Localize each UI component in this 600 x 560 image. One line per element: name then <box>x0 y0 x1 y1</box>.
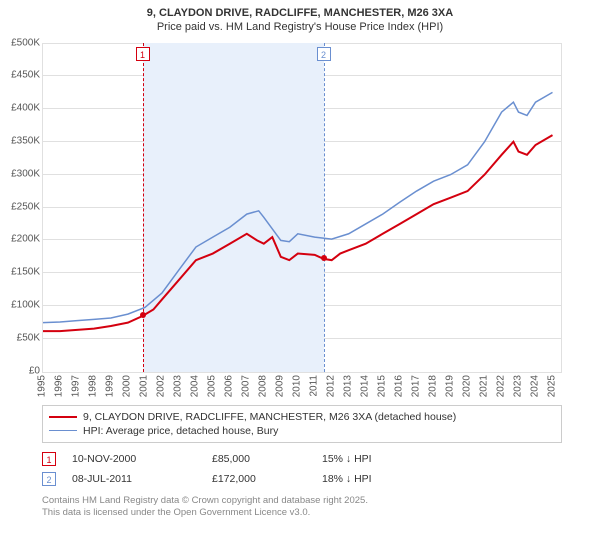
events-table: 1 10-NOV-2000 £85,000 15% ↓ HPI 2 08-JUL… <box>42 449 562 489</box>
x-axis-label: 2016 <box>393 375 404 397</box>
x-axis-label: 2013 <box>342 375 353 397</box>
x-axis-label: 2018 <box>427 375 438 397</box>
x-axis-label: 2004 <box>189 375 200 397</box>
event-hpi-2: 18% ↓ HPI <box>322 473 372 485</box>
y-axis-label: £50K <box>17 332 40 343</box>
y-axis-label: £150K <box>11 267 40 278</box>
event-date-1: 10-NOV-2000 <box>72 453 212 465</box>
footer-attribution: Contains HM Land Registry data © Crown c… <box>42 495 562 520</box>
legend-label-price: 9, CLAYDON DRIVE, RADCLIFFE, MANCHESTER,… <box>83 411 456 423</box>
event-row-1: 1 10-NOV-2000 £85,000 15% ↓ HPI <box>42 449 562 469</box>
footer-line2: This data is licensed under the Open Gov… <box>42 507 562 519</box>
series-hpi <box>43 92 553 322</box>
event-hpi-1: 15% ↓ HPI <box>322 453 372 465</box>
x-axis-label: 2011 <box>308 375 319 397</box>
x-axis-label: 2009 <box>274 375 285 397</box>
x-axis-label: 2024 <box>529 375 540 397</box>
x-axis-label: 2001 <box>138 375 149 397</box>
y-axis-label: £450K <box>11 70 40 81</box>
y-axis-label: £400K <box>11 103 40 114</box>
x-axis-label: 2008 <box>257 375 268 397</box>
event-date-2: 08-JUL-2011 <box>72 473 212 485</box>
x-axis-label: 2005 <box>206 375 217 397</box>
x-axis-label: 1999 <box>104 375 115 397</box>
x-axis-label: 2007 <box>240 375 251 397</box>
event-price-2: £172,000 <box>212 473 322 485</box>
chart-subtitle: Price paid vs. HM Land Registry's House … <box>0 20 600 38</box>
y-axis-label: £350K <box>11 135 40 146</box>
y-axis-label: £100K <box>11 299 40 310</box>
y-axis-label: £300K <box>11 168 40 179</box>
event-marker-1: 1 <box>42 452 56 466</box>
chart-title: 9, CLAYDON DRIVE, RADCLIFFE, MANCHESTER,… <box>0 0 600 20</box>
x-axis-label: 2006 <box>223 375 234 397</box>
x-axis-label: 2021 <box>478 375 489 397</box>
y-axis-label: £500K <box>11 37 40 48</box>
legend-swatch-price <box>49 416 77 418</box>
x-axis-label: 2002 <box>155 375 166 397</box>
footer-line1: Contains HM Land Registry data © Crown c… <box>42 495 562 507</box>
x-axis-label: 2017 <box>410 375 421 397</box>
legend-swatch-hpi <box>49 430 77 431</box>
x-axis-label: 2000 <box>121 375 132 397</box>
x-axis-label: 1996 <box>53 375 64 397</box>
legend-item-price: 9, CLAYDON DRIVE, RADCLIFFE, MANCHESTER,… <box>49 410 555 424</box>
event-marker-2: 2 <box>42 472 56 486</box>
x-axis-label: 2014 <box>359 375 370 397</box>
legend-label-hpi: HPI: Average price, detached house, Bury <box>83 425 278 437</box>
legend-item-hpi: HPI: Average price, detached house, Bury <box>49 424 555 438</box>
event-price-1: £85,000 <box>212 453 322 465</box>
legend-box: 9, CLAYDON DRIVE, RADCLIFFE, MANCHESTER,… <box>42 405 562 443</box>
x-axis-label: 1998 <box>87 375 98 397</box>
plot-region: 12 <box>42 43 562 373</box>
y-axis-label: £200K <box>11 234 40 245</box>
event-row-2: 2 08-JUL-2011 £172,000 18% ↓ HPI <box>42 469 562 489</box>
y-axis-label: £250K <box>11 201 40 212</box>
x-axis-label: 2020 <box>461 375 472 397</box>
x-axis-label: 2022 <box>495 375 506 397</box>
x-axis-label: 2023 <box>512 375 523 397</box>
x-axis-label: 1997 <box>70 375 81 397</box>
x-axis-label: 2012 <box>325 375 336 397</box>
x-axis-label: 2019 <box>444 375 455 397</box>
x-axis-label: 2025 <box>546 375 557 397</box>
x-axis-label: 2015 <box>376 375 387 397</box>
x-axis-label: 1995 <box>37 375 48 397</box>
x-axis-label: 2003 <box>172 375 183 397</box>
chart-container: 9, CLAYDON DRIVE, RADCLIFFE, MANCHESTER,… <box>0 0 600 560</box>
chart-area: 12 £0£50K£100K£150K£200K£250K£300K£350K£… <box>4 39 564 399</box>
x-axis-label: 2010 <box>291 375 302 397</box>
